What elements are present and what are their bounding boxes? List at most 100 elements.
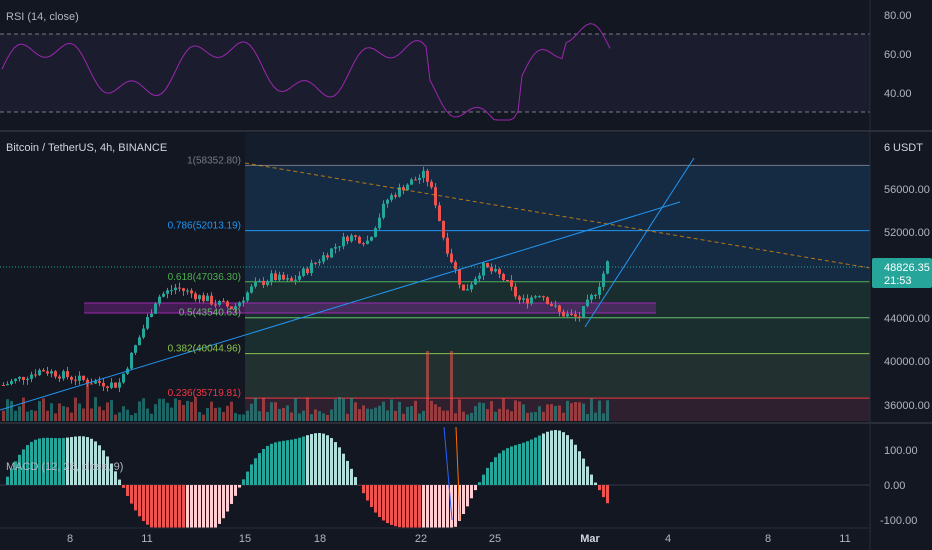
volume-bar xyxy=(214,407,217,421)
candle-body xyxy=(214,304,217,306)
macd-bar xyxy=(438,485,441,539)
candle-body xyxy=(98,381,101,383)
macd-bar xyxy=(482,474,485,485)
candles xyxy=(2,166,609,392)
volume-bar xyxy=(118,412,121,421)
macd-bar xyxy=(318,433,321,485)
macd-bar xyxy=(198,485,201,536)
candle-body xyxy=(414,179,417,181)
macd-bar xyxy=(494,457,497,485)
volume-bar xyxy=(382,401,385,421)
candle-body xyxy=(302,268,305,276)
time-label-15: 15 xyxy=(239,533,251,545)
macd-bar xyxy=(370,485,373,507)
candle-body xyxy=(122,373,125,383)
candle-body xyxy=(346,236,349,242)
volume-bar xyxy=(366,408,369,421)
candle-body xyxy=(366,240,369,244)
macd-bar xyxy=(94,441,97,485)
candle-body xyxy=(474,278,477,285)
macd-bar xyxy=(222,485,225,519)
macd-bar xyxy=(586,466,589,485)
candle-body xyxy=(482,262,485,276)
candle-body xyxy=(422,170,425,178)
candle-body xyxy=(242,300,245,303)
rsi-level-40: 40.00 xyxy=(884,88,912,100)
macd-bar xyxy=(362,485,365,494)
candle-body xyxy=(566,313,569,317)
volume-bar xyxy=(14,410,17,421)
macd-bar xyxy=(594,482,597,485)
candle-body xyxy=(290,278,293,281)
volume-bar xyxy=(70,412,73,421)
candle-body xyxy=(18,376,21,379)
candle-body xyxy=(458,269,461,285)
candle-body xyxy=(494,269,497,272)
time-label-mar: Mar xyxy=(580,533,600,545)
macd-bar xyxy=(278,441,281,485)
candle-body xyxy=(430,181,433,188)
volume-bar xyxy=(438,406,441,421)
candle-body xyxy=(130,352,133,369)
macd-bar xyxy=(66,437,69,485)
volume-bar xyxy=(262,397,265,421)
macd-bar xyxy=(190,485,193,535)
candle-body xyxy=(554,305,557,307)
candle-body xyxy=(298,275,301,280)
macd-bar xyxy=(258,453,261,485)
candle-body xyxy=(570,313,573,315)
candle-body xyxy=(78,375,81,381)
candle-body xyxy=(590,294,593,300)
macd-bar xyxy=(54,438,57,485)
candle-body xyxy=(310,262,313,274)
volume-bar xyxy=(362,405,365,421)
volume-bar xyxy=(514,400,517,421)
macd-bar xyxy=(526,441,529,485)
price-panel: Bitcoin / TetherUS, 4h, BINANCE 1(58352.… xyxy=(0,133,932,421)
volume-bar xyxy=(502,398,505,421)
candle-body xyxy=(174,287,177,291)
volume-bar xyxy=(198,411,201,421)
volume-bar xyxy=(346,413,349,421)
candle-body xyxy=(522,298,525,300)
macd-bar xyxy=(470,485,473,499)
macd-bar xyxy=(98,445,101,485)
candle-body xyxy=(178,287,181,289)
macd-bar xyxy=(466,485,469,507)
volume-bar xyxy=(458,399,461,421)
volume-bar xyxy=(418,413,421,421)
volume-bar xyxy=(18,406,21,421)
volume-bar xyxy=(442,410,445,421)
volume-bar xyxy=(226,405,229,421)
volume-bar xyxy=(126,409,129,421)
candle-body xyxy=(166,290,169,294)
candle-body xyxy=(146,316,149,329)
candle-body xyxy=(222,301,225,303)
candle-body xyxy=(518,296,521,300)
candle-body xyxy=(534,296,537,298)
volume-bar xyxy=(350,397,353,421)
candle-body xyxy=(278,274,281,281)
candle-body xyxy=(74,379,77,381)
candle-body xyxy=(262,280,265,285)
macd-bar xyxy=(402,485,405,529)
candle-body xyxy=(594,294,597,296)
macd-bar xyxy=(266,445,269,485)
volume-bar xyxy=(278,408,281,421)
volume-bar xyxy=(450,351,453,421)
candle-body xyxy=(322,255,325,262)
candle-body xyxy=(170,290,173,292)
candle-body xyxy=(30,374,33,379)
volume-bar xyxy=(562,412,565,421)
candle-body xyxy=(46,371,49,374)
volume-bar xyxy=(10,400,13,421)
volume-bar xyxy=(378,405,381,421)
candle-body xyxy=(526,298,529,304)
volume-bar xyxy=(22,397,25,421)
candle-body xyxy=(246,292,249,301)
candle-body xyxy=(134,345,137,353)
macd-bar xyxy=(314,433,317,485)
signal-line xyxy=(455,426,461,521)
volume-bar xyxy=(42,398,45,421)
